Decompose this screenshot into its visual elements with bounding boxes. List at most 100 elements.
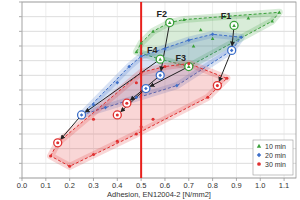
marker-shape <box>49 154 52 157</box>
legend-marker <box>257 144 261 148</box>
marker-shape <box>92 153 95 156</box>
point <box>104 106 108 110</box>
marker-shape <box>187 62 190 65</box>
arrow <box>161 26 169 70</box>
marker-shape <box>216 84 219 87</box>
tick-label: 1.0 <box>255 181 265 190</box>
tick-mark <box>19 119 22 120</box>
arrow <box>232 29 234 45</box>
point <box>78 111 86 119</box>
marker-shape <box>139 41 143 44</box>
highlight-ring <box>113 111 121 119</box>
marker-shape <box>135 50 139 53</box>
marker-shape <box>104 106 108 110</box>
marker-shape <box>125 102 128 105</box>
point <box>54 139 62 147</box>
tick-mark <box>19 60 22 61</box>
marker-shape <box>270 19 274 22</box>
series <box>49 62 228 168</box>
point <box>206 96 209 99</box>
point <box>135 50 139 53</box>
legend-box <box>253 140 293 175</box>
point <box>213 82 221 90</box>
point <box>92 103 96 107</box>
plot-area <box>49 2 281 178</box>
point <box>199 28 203 31</box>
marker-shape <box>239 35 243 39</box>
highlight-ring <box>213 82 221 90</box>
marker-shape <box>92 118 95 121</box>
tick-mark <box>19 75 22 76</box>
highlight-ring <box>156 55 164 63</box>
highlight-ring <box>54 139 62 147</box>
annotation: F3 <box>176 53 187 63</box>
marker-shape <box>116 81 120 85</box>
marker-shape <box>211 37 215 40</box>
point <box>92 153 95 156</box>
point <box>116 81 120 85</box>
background <box>0 0 300 200</box>
region-fill <box>51 64 227 167</box>
marker-shape <box>135 132 138 135</box>
series <box>135 10 282 70</box>
marker-shape <box>135 96 139 100</box>
marker-shape <box>127 65 131 69</box>
point <box>142 85 150 93</box>
point <box>228 46 236 54</box>
point <box>225 77 228 80</box>
point <box>175 84 179 88</box>
annotation: F1 <box>221 11 232 21</box>
arrow <box>130 78 157 100</box>
series <box>78 32 243 118</box>
marker-shape <box>232 24 236 27</box>
annotation: F2 <box>156 9 167 19</box>
marker-shape <box>230 49 234 53</box>
marker-shape <box>211 32 215 36</box>
marker-shape <box>257 144 261 148</box>
legend-label: 20 min <box>265 152 286 159</box>
tick-label: 0.0 <box>17 181 27 190</box>
legend-marker <box>257 153 261 157</box>
legend-label: 30 min <box>265 161 286 168</box>
marker-shape <box>199 28 203 31</box>
grid-line <box>45 2 46 178</box>
point <box>135 81 138 84</box>
tick-mark <box>19 46 22 47</box>
highlight-ring <box>156 71 164 79</box>
arrow <box>85 62 157 113</box>
tick-label: 0.6 <box>160 181 170 190</box>
point <box>113 111 121 119</box>
point <box>211 32 215 36</box>
point <box>68 165 71 168</box>
marker-shape <box>163 47 167 51</box>
tick-label: 0.2 <box>64 181 74 190</box>
grid: 0.00.10.20.30.40.50.60.70.80.91.01.1 <box>17 2 296 190</box>
point <box>211 37 215 40</box>
axis-title: Adhesion, EN12004-2 [N/mm2] <box>107 190 211 199</box>
chart: 0.00.10.20.30.40.50.60.70.80.91.01.1F1F2… <box>0 0 300 200</box>
point <box>151 30 155 33</box>
marker-shape <box>225 77 228 80</box>
point <box>156 55 164 63</box>
tick-mark <box>19 90 22 91</box>
arrow <box>219 54 230 81</box>
plot-frame <box>22 2 296 178</box>
tick-label: 0.8 <box>207 181 217 190</box>
highlight-ring <box>230 21 238 29</box>
point <box>187 62 190 65</box>
point <box>163 47 167 51</box>
marker-shape <box>187 38 191 42</box>
tick-label: 0.3 <box>88 181 98 190</box>
point <box>139 54 143 58</box>
point <box>185 63 193 71</box>
highlight-ring <box>123 99 131 107</box>
point <box>270 19 274 22</box>
marker-shape <box>182 18 186 21</box>
tick-mark <box>19 2 22 3</box>
tick-mark <box>19 104 22 105</box>
highlight-ring <box>78 111 86 119</box>
marker-shape <box>80 113 84 117</box>
arrow <box>61 118 79 139</box>
arrow <box>121 91 143 112</box>
legend-label: 10 min <box>265 143 286 150</box>
